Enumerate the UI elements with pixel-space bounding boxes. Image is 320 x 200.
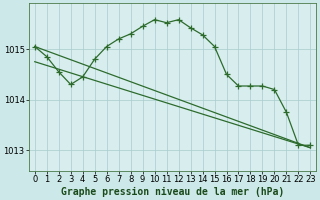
X-axis label: Graphe pression niveau de la mer (hPa): Graphe pression niveau de la mer (hPa) — [61, 186, 284, 197]
